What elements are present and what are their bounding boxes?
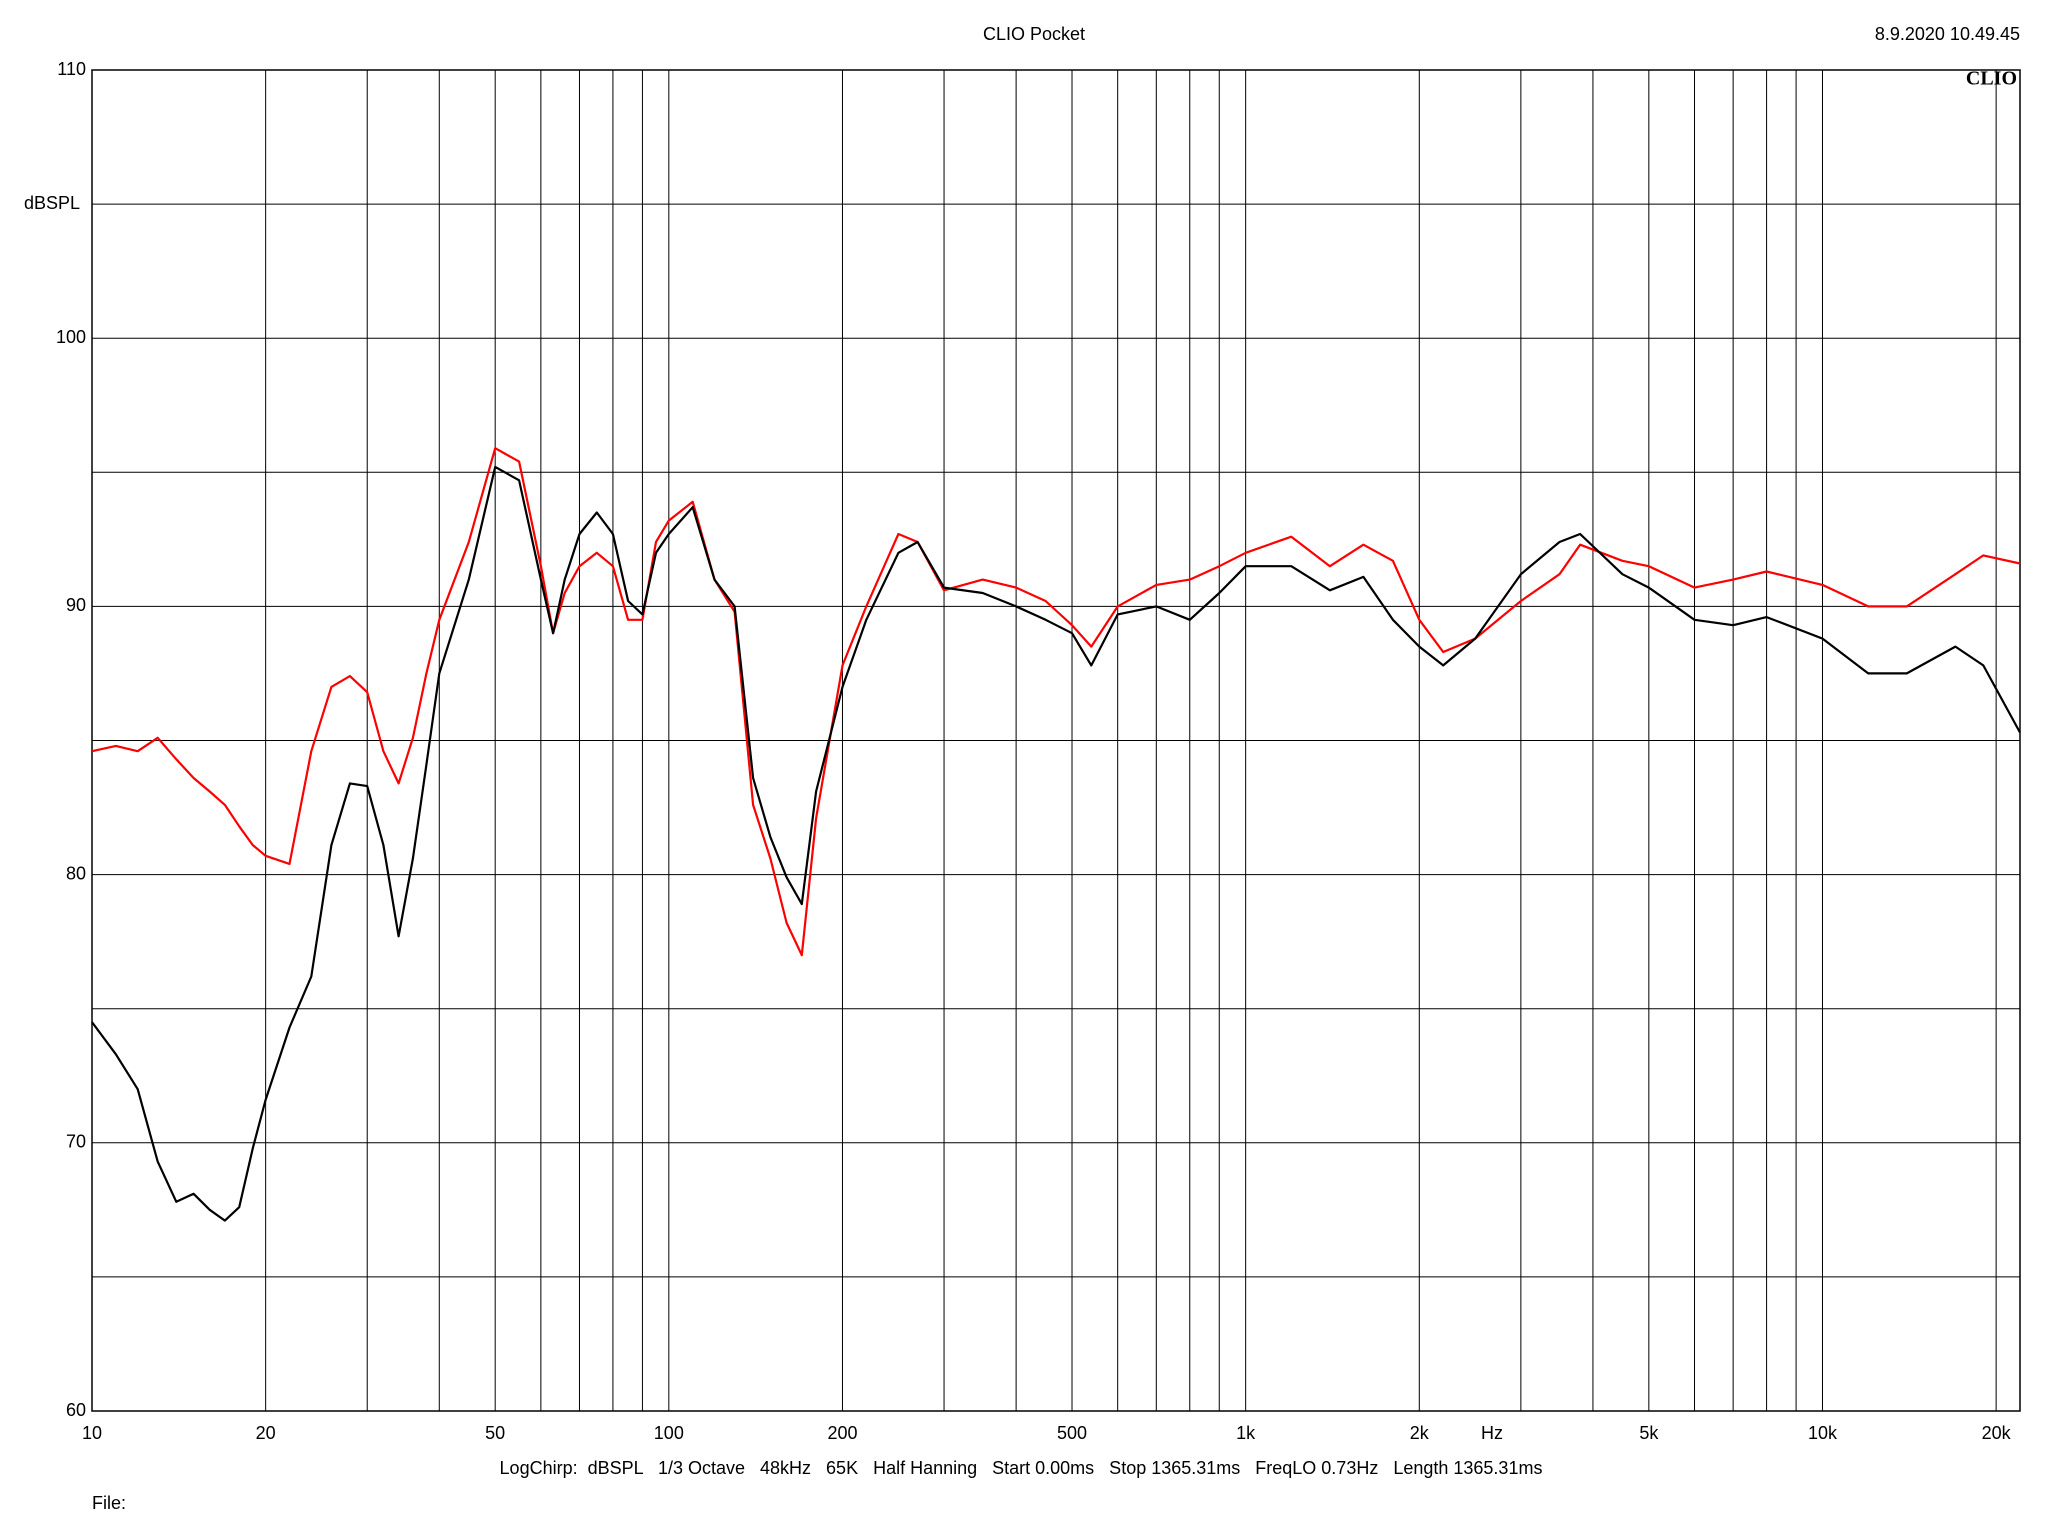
x-tick-label: 2k bbox=[1410, 1423, 1430, 1443]
x-tick-label: 10 bbox=[82, 1423, 102, 1443]
x-tick-label: 20k bbox=[1982, 1423, 2012, 1443]
x-tick-label: 5k bbox=[1639, 1423, 1659, 1443]
x-tick-label: 100 bbox=[654, 1423, 684, 1443]
x-tick-label: 1k bbox=[1236, 1423, 1256, 1443]
series-line bbox=[91, 447, 2021, 957]
x-tick-label: 200 bbox=[827, 1423, 857, 1443]
chart-title: CLIO Pocket bbox=[983, 24, 1085, 44]
timestamp: 8.9.2020 10.49.45 bbox=[1875, 24, 2020, 44]
plot-frame bbox=[91, 69, 2021, 1412]
y-tick-label: 100 bbox=[56, 327, 86, 347]
x-tick-label: 500 bbox=[1057, 1423, 1087, 1443]
file-label: File: bbox=[92, 1493, 126, 1513]
series-line bbox=[91, 465, 2021, 1222]
y-tick-label: 70 bbox=[66, 1132, 86, 1152]
y-axis-label: dBSPL bbox=[24, 193, 80, 213]
y-tick-label: 80 bbox=[66, 863, 86, 883]
x-axis-label: Hz bbox=[1481, 1423, 1503, 1443]
x-tick-label: 50 bbox=[485, 1423, 505, 1443]
y-tick-label: 90 bbox=[66, 595, 86, 615]
y-tick-label: 110 bbox=[57, 59, 86, 79]
x-tick-label: 20 bbox=[256, 1423, 276, 1443]
y-tick-label: 60 bbox=[66, 1400, 86, 1420]
logo: CLIO bbox=[1966, 68, 2017, 90]
x-tick-label: 10k bbox=[1808, 1423, 1838, 1443]
footer: LogChirp: dBSPL 1/3 Octave 48kHz 65K Hal… bbox=[500, 1458, 1543, 1478]
